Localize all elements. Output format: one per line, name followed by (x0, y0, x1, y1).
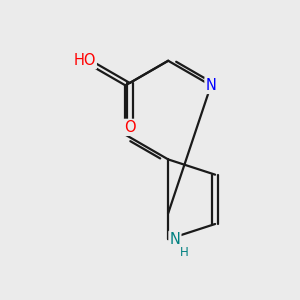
Text: HO: HO (73, 53, 96, 68)
Text: O: O (124, 120, 136, 135)
Text: N: N (206, 78, 216, 93)
Text: H: H (179, 246, 188, 259)
Text: N: N (169, 232, 180, 247)
